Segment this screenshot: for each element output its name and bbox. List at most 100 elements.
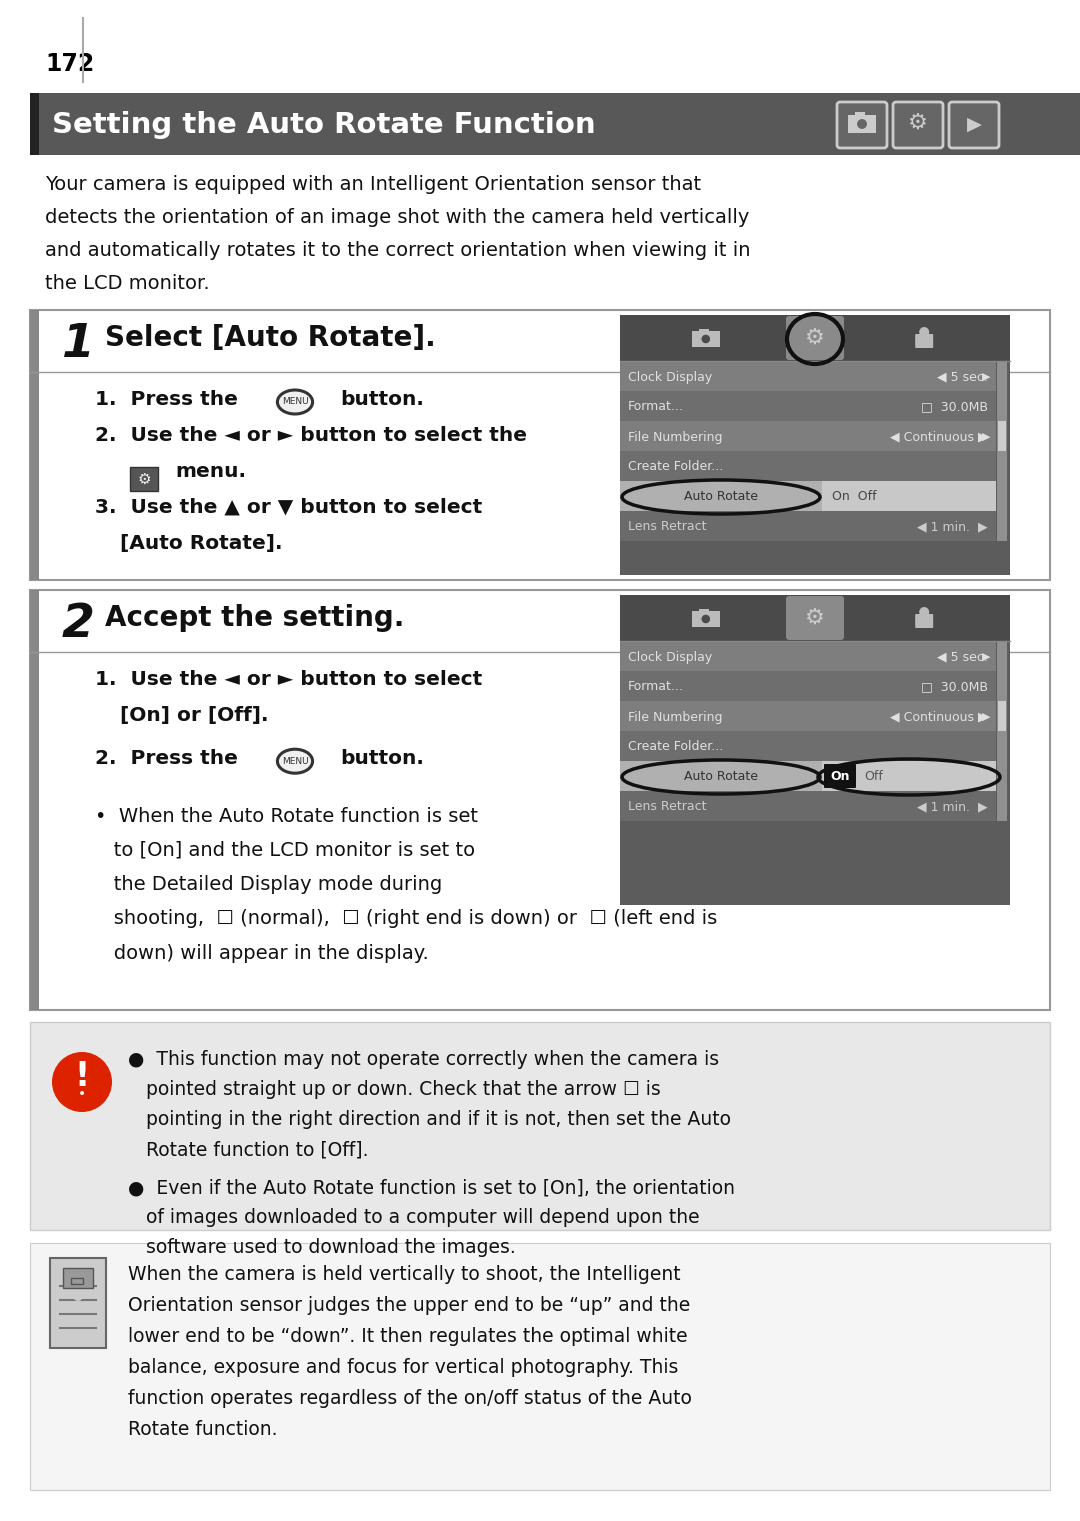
Text: the LCD monitor.: the LCD monitor.: [45, 274, 210, 294]
FancyBboxPatch shape: [837, 102, 887, 148]
Text: !: !: [75, 1060, 90, 1094]
Text: button.: button.: [340, 389, 423, 409]
Text: function operates regardless of the on/off status of the Auto: function operates regardless of the on/o…: [129, 1389, 692, 1408]
Bar: [620, 315, 1010, 575]
Bar: [30, 93, 1080, 155]
Text: Format...: Format...: [627, 400, 684, 414]
Text: ◀ Continuous ▶: ◀ Continuous ▶: [890, 430, 988, 444]
Text: MENU: MENU: [282, 397, 308, 406]
Text: Rotate function.: Rotate function.: [129, 1421, 278, 1439]
FancyBboxPatch shape: [915, 614, 933, 628]
Text: MENU: MENU: [282, 757, 308, 765]
Text: Your camera is equipped with an Intelligent Orientation sensor that: Your camera is equipped with an Intellig…: [45, 175, 701, 195]
Ellipse shape: [278, 750, 312, 773]
Text: Clock Display: Clock Display: [627, 651, 712, 663]
Text: ◀ Continuous ▶: ◀ Continuous ▶: [890, 710, 988, 724]
Bar: [30, 590, 39, 1010]
Bar: [620, 452, 996, 481]
FancyBboxPatch shape: [786, 316, 843, 360]
Text: [On] or [Off].: [On] or [Off].: [120, 706, 269, 726]
Bar: [692, 332, 719, 347]
Text: 1.  Use the ◄ or ► button to select: 1. Use the ◄ or ► button to select: [95, 669, 483, 689]
FancyBboxPatch shape: [915, 335, 933, 348]
Bar: [620, 595, 1010, 640]
Text: 172: 172: [45, 52, 94, 76]
Text: ◀ 1 min.  ▶: ◀ 1 min. ▶: [917, 800, 988, 814]
Text: software used to download the images.: software used to download the images.: [129, 1238, 516, 1256]
Text: Rotate function to [Off].: Rotate function to [Off].: [129, 1141, 368, 1159]
Text: to [On] and the LCD monitor is set to: to [On] and the LCD monitor is set to: [95, 841, 475, 859]
Text: ⚙: ⚙: [805, 329, 825, 348]
Text: On: On: [831, 771, 850, 783]
Text: •  When the Auto Rotate function is set: • When the Auto Rotate function is set: [95, 806, 478, 826]
Bar: [997, 360, 1007, 541]
Text: On  Off: On Off: [832, 490, 877, 503]
Bar: [620, 791, 996, 821]
Text: Create Folder...: Create Folder...: [627, 461, 724, 473]
Text: ◀ 5 sec.: ◀ 5 sec.: [937, 651, 988, 663]
Text: of images downloaded to a computer will depend upon the: of images downloaded to a computer will …: [129, 1208, 700, 1227]
Bar: [620, 360, 996, 391]
Text: 3.  Use the ▲ or ▼ button to select: 3. Use the ▲ or ▼ button to select: [95, 497, 483, 517]
Bar: [848, 116, 876, 132]
Text: ▶: ▶: [982, 373, 990, 382]
Text: □  30.0MB: □ 30.0MB: [921, 680, 988, 694]
Text: and automatically rotates it to the correct orientation when viewing it in: and automatically rotates it to the corr…: [45, 240, 751, 260]
Text: 2: 2: [62, 602, 95, 646]
Text: ▶: ▶: [967, 114, 982, 134]
Text: Accept the setting.: Accept the setting.: [105, 604, 404, 633]
Text: button.: button.: [340, 750, 423, 768]
Circle shape: [856, 119, 868, 129]
Bar: [620, 701, 996, 732]
Bar: [620, 595, 1010, 905]
Text: 2.  Press the: 2. Press the: [95, 750, 238, 768]
Text: ⚙: ⚙: [805, 608, 825, 628]
Text: Lens Retract: Lens Retract: [627, 520, 706, 534]
Text: File Numbering: File Numbering: [627, 430, 723, 444]
Text: ▶: ▶: [982, 653, 990, 662]
Text: When the camera is held vertically to shoot, the Intelligent: When the camera is held vertically to sh…: [129, 1265, 680, 1284]
Text: File Numbering: File Numbering: [627, 710, 723, 724]
Bar: [822, 481, 996, 511]
Text: ⚙: ⚙: [137, 472, 151, 487]
Text: ●  This function may not operate correctly when the camera is: ● This function may not operate correctl…: [129, 1049, 719, 1069]
Text: Auto Rotate: Auto Rotate: [684, 771, 758, 783]
Bar: [30, 590, 1050, 1010]
Bar: [130, 467, 158, 491]
Bar: [692, 611, 719, 627]
Text: ◀ 5 sec.: ◀ 5 sec.: [937, 371, 988, 383]
Circle shape: [919, 327, 929, 338]
Text: pointed straight up or down. Check that the arrow ☐ is: pointed straight up or down. Check that …: [129, 1080, 661, 1100]
Ellipse shape: [278, 389, 312, 414]
Text: [Auto Rotate].: [Auto Rotate].: [120, 534, 283, 554]
Text: pointing in the right direction and if it is not, then set the Auto: pointing in the right direction and if i…: [129, 1110, 731, 1129]
Bar: [620, 511, 996, 541]
Bar: [620, 481, 822, 511]
Circle shape: [701, 614, 711, 624]
Bar: [855, 113, 865, 119]
Bar: [699, 608, 708, 614]
Bar: [63, 1269, 93, 1288]
Bar: [30, 93, 39, 155]
Text: Create Folder...: Create Folder...: [627, 741, 724, 753]
Text: Clock Display: Clock Display: [627, 371, 712, 383]
Text: Select [Auto Rotate].: Select [Auto Rotate].: [105, 324, 435, 351]
Circle shape: [701, 335, 711, 344]
Bar: [620, 732, 996, 760]
Circle shape: [919, 607, 929, 618]
Text: ▶: ▶: [982, 432, 990, 443]
Text: Format...: Format...: [627, 680, 684, 694]
FancyBboxPatch shape: [949, 102, 999, 148]
Text: down) will appear in the display.: down) will appear in the display.: [95, 943, 429, 963]
Text: ●  Even if the Auto Rotate function is set to [On], the orientation: ● Even if the Auto Rotate function is se…: [129, 1177, 735, 1197]
Bar: [30, 1022, 1050, 1230]
Text: ▶: ▶: [982, 712, 990, 722]
Text: □  30.0MB: □ 30.0MB: [921, 400, 988, 414]
Text: Setting the Auto Rotate Function: Setting the Auto Rotate Function: [52, 111, 596, 138]
Circle shape: [73, 1291, 83, 1300]
Circle shape: [52, 1053, 112, 1112]
Bar: [620, 640, 996, 671]
Text: •: •: [78, 1088, 86, 1101]
Bar: [30, 310, 1050, 580]
Text: lower end to be “down”. It then regulates the optimal white: lower end to be “down”. It then regulate…: [129, 1326, 688, 1346]
